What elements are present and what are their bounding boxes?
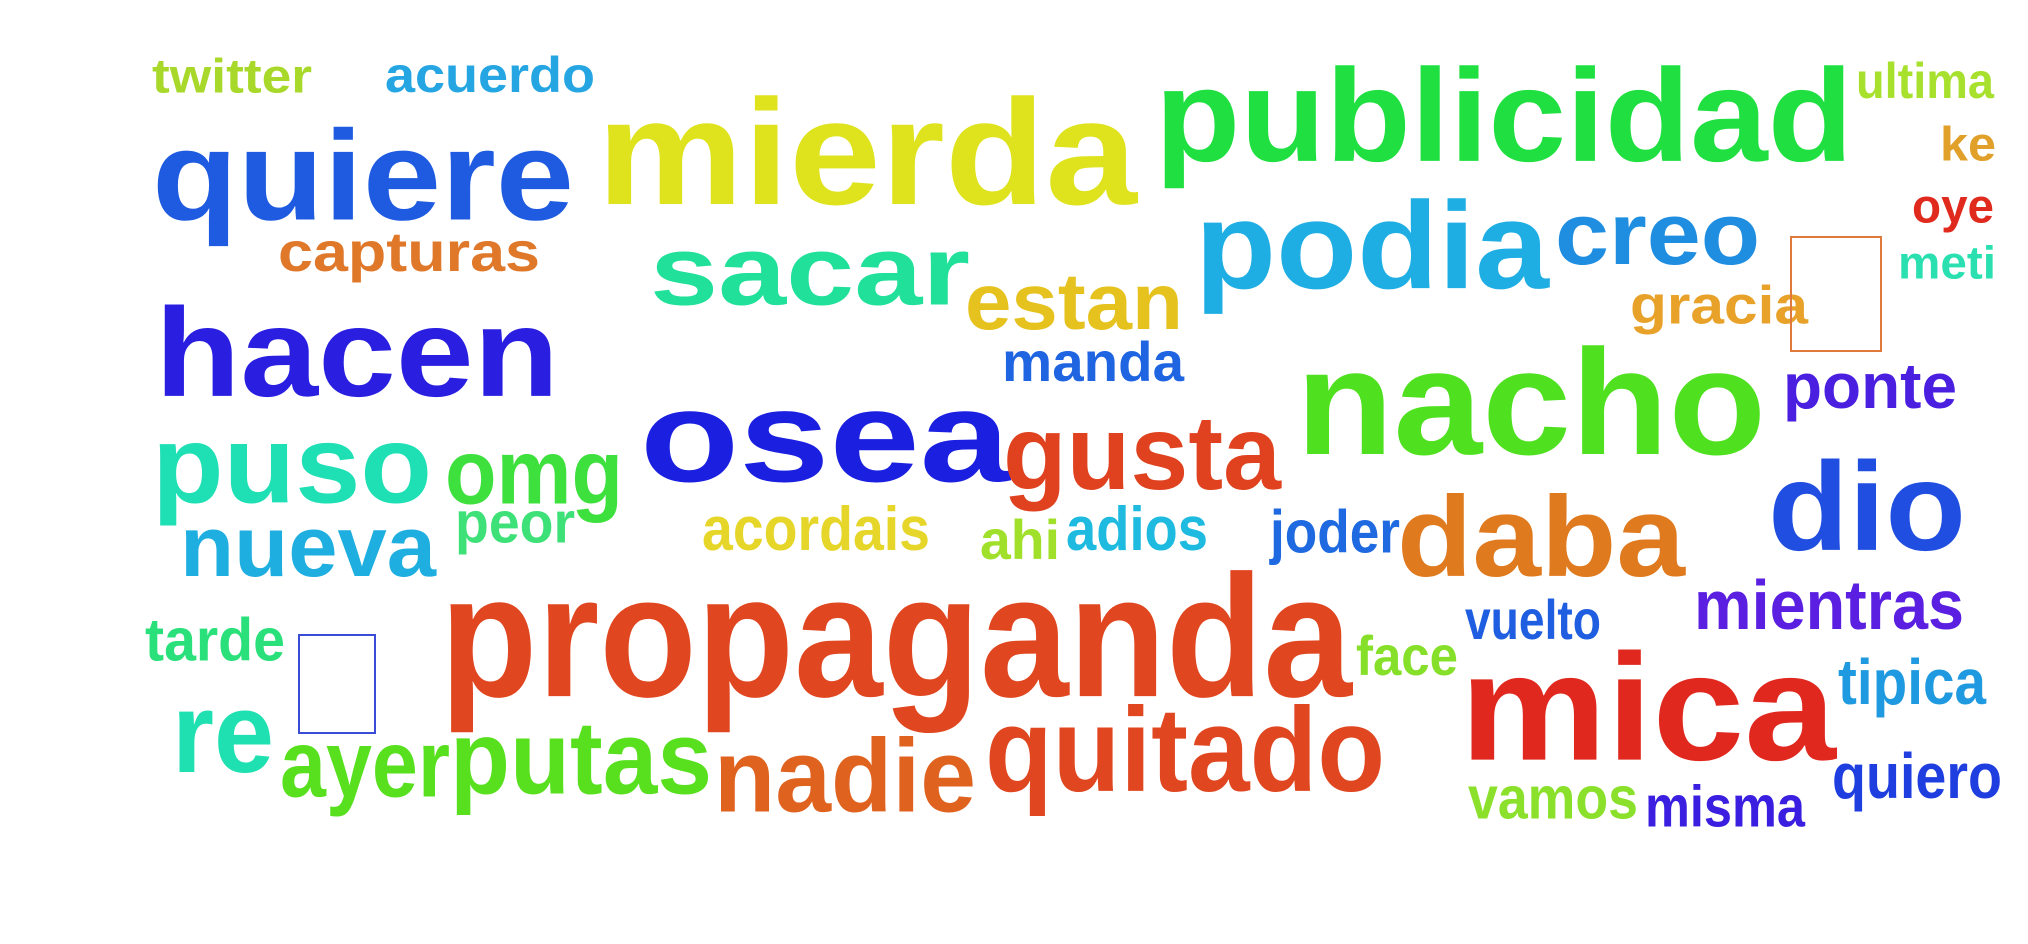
word-dio: dio bbox=[1768, 436, 1966, 578]
word-nadie: nadie bbox=[714, 717, 976, 835]
word-tarde: tarde bbox=[145, 606, 285, 674]
word-face: face bbox=[1356, 624, 1458, 688]
word-propaganda: propaganda bbox=[440, 539, 1352, 735]
word-quitado: quitado bbox=[985, 682, 1385, 818]
word-estan: estan bbox=[965, 257, 1183, 347]
word-daba: daba bbox=[1397, 473, 1685, 601]
word-tipica: tipica bbox=[1838, 646, 1986, 718]
word-putas: putas bbox=[450, 699, 712, 817]
word-oye: oye bbox=[1912, 179, 1994, 233]
word-acuerdo: acuerdo bbox=[385, 47, 595, 103]
word-vuelto: vuelto bbox=[1465, 588, 1601, 652]
word-creo: creo bbox=[1555, 184, 1760, 284]
word-hacen: hacen bbox=[155, 282, 559, 424]
word-ahi: ahi bbox=[980, 508, 1060, 572]
word-nueva: nueva bbox=[180, 498, 436, 596]
word-meti: meti bbox=[1898, 237, 1996, 289]
word-puso: puso bbox=[152, 403, 432, 527]
word-peor: peor bbox=[455, 490, 575, 556]
word-adios: adios bbox=[1066, 494, 1208, 564]
word-mica: mica bbox=[1460, 622, 1836, 794]
word-sacar: sacar bbox=[650, 216, 970, 326]
word-acordais: acordais bbox=[702, 494, 930, 564]
word-osea: osea bbox=[640, 364, 1010, 510]
word-quiere: quiere bbox=[152, 104, 574, 248]
word-mientras: mientras bbox=[1694, 565, 1964, 645]
word-manda: manda bbox=[1002, 330, 1184, 394]
word-twitter: twitter bbox=[152, 49, 312, 103]
word-quiero: quiero bbox=[1832, 740, 2002, 812]
empty-placeholder-box bbox=[298, 634, 376, 734]
word-nacho: nacho bbox=[1296, 319, 1766, 487]
word-joder: joder bbox=[1270, 498, 1400, 566]
empty-placeholder-box bbox=[1790, 236, 1882, 352]
word-publicidad: publicidad bbox=[1155, 42, 1853, 190]
word-gracia: gracia bbox=[1630, 274, 1808, 336]
word-ponte: ponte bbox=[1783, 350, 1957, 422]
word-ultima: ultima bbox=[1856, 53, 1994, 109]
word-misma: misma bbox=[1645, 774, 1805, 840]
word-ke: ke bbox=[1940, 117, 1996, 171]
word-mierda: mierda bbox=[597, 69, 1137, 237]
word-vamos: vamos bbox=[1468, 764, 1638, 832]
word-re: re bbox=[172, 669, 274, 797]
word-gusta: gusta bbox=[1003, 393, 1281, 513]
word-omg: omg bbox=[445, 420, 623, 524]
word-capturas: capturas bbox=[278, 220, 540, 284]
word-podia: podia bbox=[1195, 176, 1549, 316]
